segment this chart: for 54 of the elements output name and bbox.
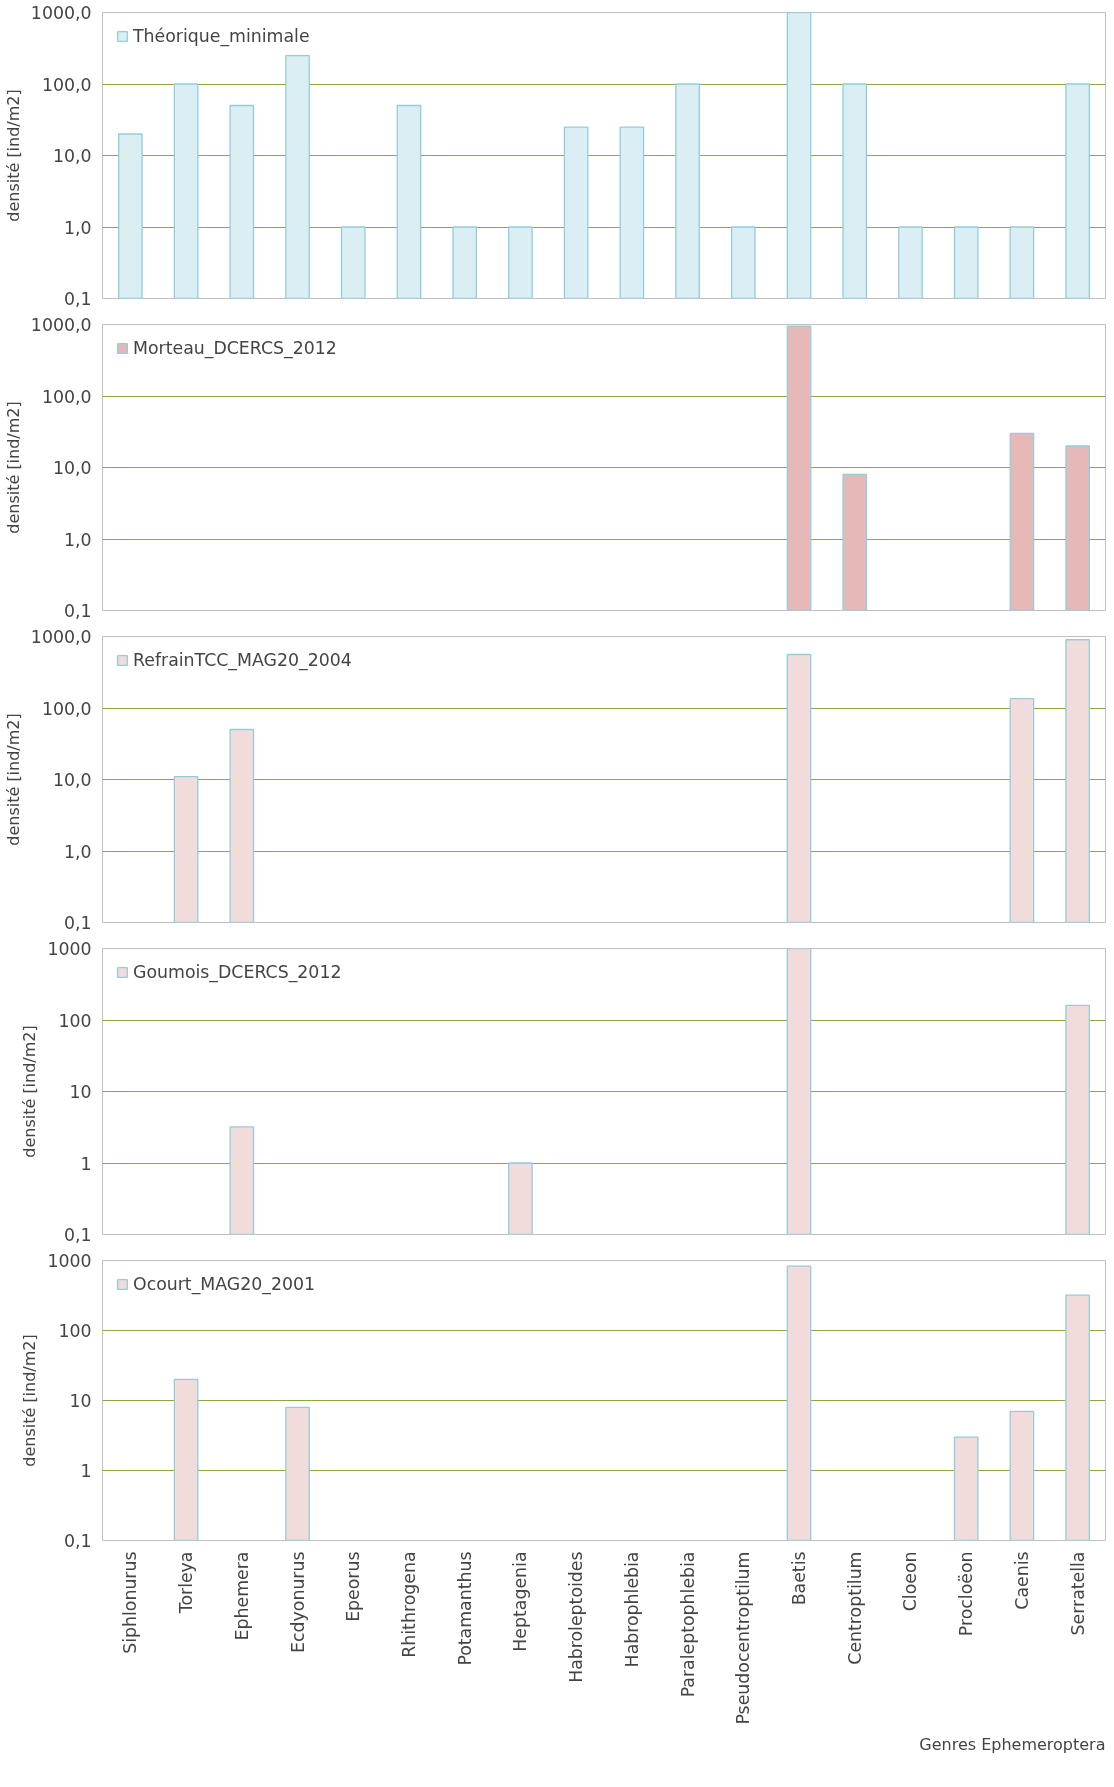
x-tick-label: Heptagenia [510, 1551, 531, 1652]
x-tick-label: Ephemera [231, 1551, 252, 1641]
x-axis-title: Genres Ephemeroptera [919, 1734, 1106, 1754]
y-tick-label: 1 [80, 1153, 92, 1174]
y-tick-label: 1,0 [63, 217, 92, 238]
legend-label: Goumois_DCERCS_2012 [133, 962, 342, 982]
y-axis-title: densité [ind/m2] [3, 89, 23, 222]
x-tick-label: Potamanthus [454, 1551, 475, 1666]
x-tick-label: Ecdyonurus [287, 1551, 308, 1653]
y-tick-label: 10,0 [52, 146, 92, 166]
y-tick-label: 10,0 [52, 770, 92, 790]
y-axis-title: densité [ind/m2] [3, 713, 23, 846]
y-tick-label: 0,1 [63, 1531, 92, 1551]
legend-label: Morteau_DCERCS_2012 [133, 338, 337, 358]
y-tick-label: 1000 [47, 1251, 92, 1271]
x-tick-label: Procloëon [956, 1551, 977, 1637]
x-tick-label: Habrophlebia [621, 1551, 642, 1668]
y-tick-label: 0,1 [63, 289, 92, 309]
y-tick-label: 1000,0 [30, 315, 92, 335]
y-tick-label: 0,1 [63, 913, 92, 933]
x-tick-label: Centroptilum [844, 1551, 865, 1665]
y-tick-label: 10,0 [52, 458, 92, 478]
y-axis-title: densité [ind/m2] [3, 401, 23, 534]
y-tick-label: 0,1 [63, 601, 92, 621]
x-tick-label: Caenis [1011, 1551, 1032, 1610]
legend-label: Théorique_minimale [133, 26, 310, 46]
y-tick-label: 100 [58, 1010, 92, 1031]
x-tick-label: Pseudocentroptilum [733, 1551, 754, 1725]
x-tick-label: Baetis [789, 1551, 810, 1606]
x-tick-label: Habroleptoides [566, 1551, 587, 1683]
y-tick-label: 1000,0 [30, 3, 92, 23]
x-tick-label: Paraleptophlebia [677, 1551, 698, 1698]
y-tick-label: 10 [69, 1391, 92, 1411]
y-tick-label: 1000,0 [30, 627, 92, 647]
legend-label: RefrainTCC_MAG20_2004 [133, 650, 352, 670]
x-tick-label: Rhithrogena [398, 1551, 419, 1658]
y-tick-label: 1000 [47, 939, 92, 959]
x-tick-label: Serratella [1067, 1551, 1088, 1636]
y-tick-label: 10 [69, 1082, 92, 1102]
x-tick-label: Epeorus [343, 1551, 364, 1622]
x-tick-label: Siphlonurus [120, 1551, 141, 1654]
y-tick-label: 1,0 [63, 841, 92, 862]
y-axis-title: densité [ind/m2] [20, 1334, 40, 1467]
y-tick-label: 0,1 [63, 1225, 92, 1245]
y-axis-title: densité [ind/m2] [20, 1025, 40, 1158]
x-tick-label: Cloeon [900, 1551, 921, 1612]
y-tick-label: 1 [80, 1461, 92, 1481]
y-tick-label: 1,0 [63, 529, 92, 550]
y-tick-label: 100,0 [41, 386, 92, 407]
legend-label: Ocourt_MAG20_2001 [133, 1274, 316, 1294]
y-tick-label: 100,0 [41, 698, 92, 719]
x-tick-label: Torleya [176, 1551, 197, 1615]
y-tick-label: 100,0 [41, 74, 92, 95]
y-tick-label: 100 [58, 1321, 92, 1341]
